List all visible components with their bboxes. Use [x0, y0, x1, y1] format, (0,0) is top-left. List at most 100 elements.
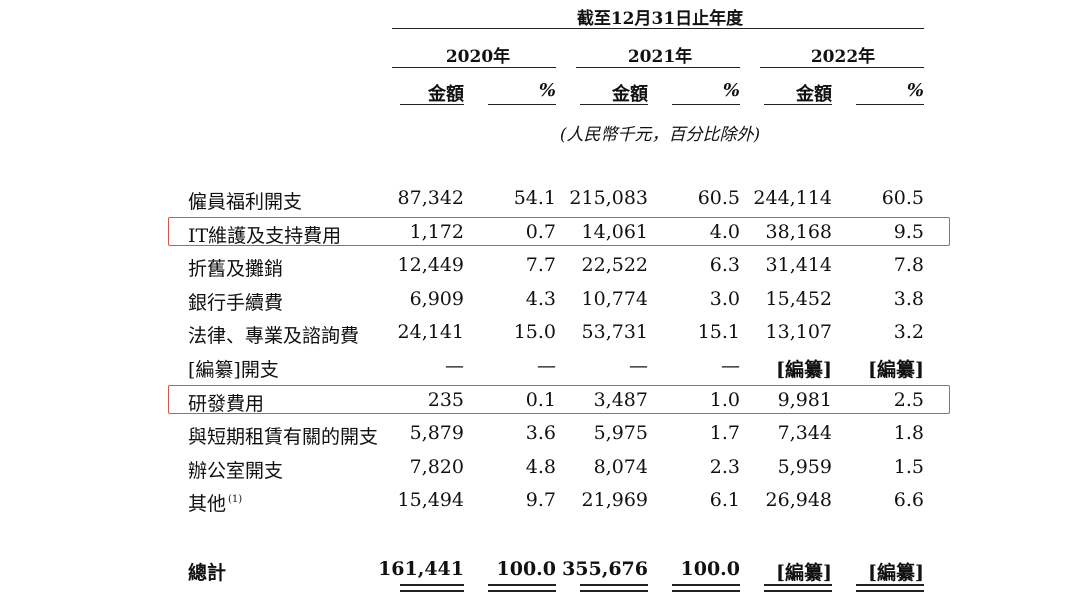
- total-double-rule-top: [400, 584, 464, 586]
- total-amount-cell: 355,676: [562, 558, 648, 580]
- year-rule-2020: [392, 67, 556, 68]
- amount-header: 金額: [428, 84, 464, 105]
- amount-cell: 6,909: [409, 287, 464, 310]
- percent-cell: 6.6: [893, 489, 924, 512]
- total-double-rule-bottom: [764, 590, 832, 592]
- year-rule-2021: [576, 67, 740, 68]
- amount-cell: 21,969: [581, 489, 648, 512]
- subheader-rule: [580, 104, 648, 105]
- total-double-rule-bottom: [672, 590, 740, 592]
- percent-cell: 54.1: [513, 187, 556, 209]
- row-label: [編纂]開支: [188, 359, 279, 381]
- percent-cell: 1.0: [709, 388, 740, 411]
- amount-cell: 15,494: [397, 489, 464, 512]
- amount-cell: 235: [427, 388, 464, 411]
- subheader-rule: [488, 104, 556, 105]
- amount-header: 金額: [796, 84, 832, 105]
- year-2021: 2021年: [627, 47, 693, 67]
- amount-cell: 87,342: [397, 187, 464, 209]
- amount-cell: 5,879: [409, 422, 464, 445]
- row-label: 與短期租賃有關的開支: [188, 426, 379, 449]
- amount-cell: [編纂]: [776, 359, 832, 381]
- total-double-rule-top: [672, 584, 740, 586]
- percent-cell: 2.5: [893, 388, 924, 411]
- percent-cell: 2.3: [709, 455, 740, 478]
- amount-cell: 53,731: [581, 321, 648, 344]
- amount-cell: 13,107: [765, 321, 832, 344]
- total-double-rule-bottom: [856, 590, 924, 592]
- total-double-rule-top: [580, 584, 648, 586]
- percent-cell: 1.8: [893, 422, 924, 445]
- amount-cell: —: [445, 355, 464, 377]
- percent-cell: 0.7: [525, 220, 556, 243]
- row-label: 辦公室開支: [188, 459, 284, 482]
- percent-cell: 6.1: [709, 489, 740, 512]
- total-double-rule-bottom: [488, 590, 556, 592]
- total-percent-cell: 100.0: [680, 558, 741, 580]
- percent-cell: 0.1: [525, 388, 556, 411]
- unit-note: (人民幣千元，百分比除外): [559, 125, 761, 145]
- percent-cell: 4.8: [525, 455, 556, 478]
- percent-cell: 7.7: [525, 254, 556, 277]
- amount-cell: 26,948: [765, 489, 832, 512]
- percent-cell: 60.5: [697, 187, 740, 209]
- highlight-box: [168, 384, 950, 414]
- amount-cell: 7,820: [409, 455, 464, 478]
- total-percent-cell: [編纂]: [868, 562, 924, 584]
- subheader-rule: [672, 104, 740, 105]
- amount-cell: 15,452: [765, 287, 832, 310]
- period-rule: [392, 28, 924, 29]
- highlight-box: [168, 216, 950, 246]
- row-label: 銀行手續費: [188, 291, 284, 314]
- total-double-rule-top: [856, 584, 924, 586]
- row-label: IT維護及支持費用: [188, 224, 342, 247]
- percent-cell: 60.5: [881, 187, 924, 209]
- total-double-rule-bottom: [580, 590, 648, 592]
- total-double-rule-top: [488, 584, 556, 586]
- total-double-rule-bottom: [400, 590, 464, 592]
- footnote-marker: (1): [228, 494, 243, 506]
- year-rule-2022: [760, 67, 924, 68]
- amount-cell: 244,114: [753, 187, 832, 209]
- percent-cell: 1.7: [709, 422, 740, 445]
- percent-header: %: [722, 80, 740, 101]
- row-label: 研發費用: [188, 392, 265, 415]
- percent-cell: —: [721, 355, 740, 377]
- percent-cell: 15.0: [513, 321, 556, 344]
- amount-cell: 7,344: [777, 422, 832, 445]
- percent-cell: 3.2: [893, 321, 924, 344]
- percent-cell: 9.7: [525, 489, 556, 512]
- period-title: 截至12月31日止年度: [576, 9, 744, 29]
- percent-cell: 3.0: [709, 287, 740, 310]
- percent-cell: —: [537, 355, 556, 377]
- subheader-rule: [856, 104, 924, 105]
- percent-cell: 7.8: [893, 254, 924, 277]
- row-label: 其他 (1): [188, 493, 243, 516]
- percent-cell: 9.5: [893, 220, 924, 243]
- amount-cell: 24,141: [397, 321, 464, 344]
- subheader-rule: [764, 104, 832, 105]
- amount-cell: 1,172: [409, 220, 464, 243]
- percent-cell: [編纂]: [868, 359, 924, 381]
- row-label: 僱員福利開支: [188, 191, 303, 213]
- amount-cell: 5,959: [777, 455, 832, 478]
- amount-cell: 5,975: [593, 422, 648, 445]
- amount-cell: 8,074: [593, 455, 648, 478]
- amount-cell: 9,981: [777, 388, 832, 411]
- percent-header: %: [538, 80, 556, 101]
- total-amount-cell: 161,441: [378, 558, 464, 580]
- total-percent-cell: 100.0: [496, 558, 557, 580]
- amount-cell: 14,061: [581, 220, 648, 243]
- year-2020: 2020年: [445, 47, 511, 67]
- percent-cell: 1.5: [893, 455, 924, 478]
- amount-cell: 31,414: [765, 254, 832, 277]
- amount-cell: 215,083: [569, 187, 648, 209]
- total-double-rule-top: [764, 584, 832, 586]
- percent-header: %: [906, 80, 924, 101]
- row-label: 折舊及攤銷: [188, 258, 284, 281]
- subheader-rule: [400, 104, 464, 105]
- total-label: 總計: [188, 562, 227, 584]
- amount-header: 金額: [612, 84, 648, 105]
- row-label: 法律、專業及諮詢費: [188, 325, 360, 348]
- percent-cell: 6.3: [709, 254, 740, 277]
